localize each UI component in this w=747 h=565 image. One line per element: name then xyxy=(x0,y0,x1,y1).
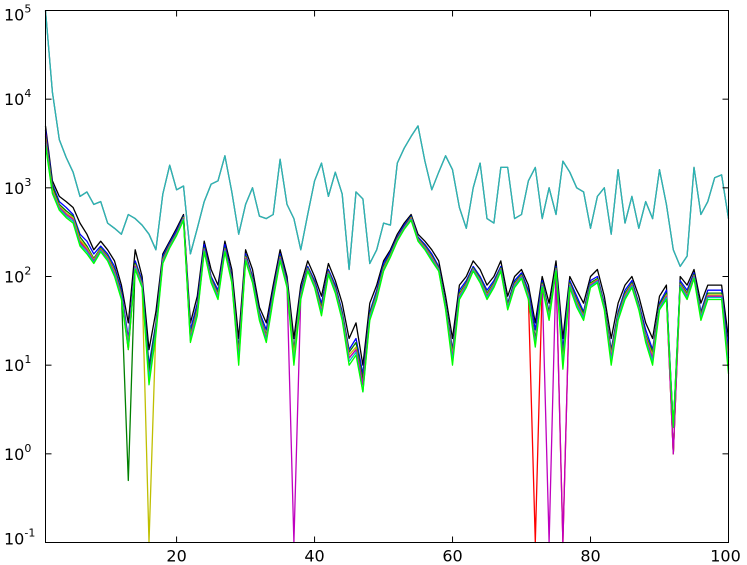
series-line-7 xyxy=(44,142,730,428)
x-tick-label: 20 xyxy=(166,547,186,565)
y-axis: 10-1 100 101 102 103 104 105 xyxy=(4,3,729,549)
series-line-1 xyxy=(44,125,730,455)
y-tick-label: 103 xyxy=(4,176,31,198)
series-line-4 xyxy=(44,136,730,482)
x-tick-label: 100 xyxy=(710,547,741,565)
series-layer xyxy=(44,125,730,544)
highlight-series-layer xyxy=(44,10,730,271)
series-line-8 xyxy=(44,145,730,428)
y-tick-label: 10-1 xyxy=(4,527,35,549)
x-tick-label: 60 xyxy=(442,547,462,565)
x-tick-label: 40 xyxy=(304,547,324,565)
highlight-series-line xyxy=(44,10,730,271)
highlight-series-shadow xyxy=(44,10,730,271)
y-tick-label: 101 xyxy=(4,353,31,375)
x-axis: 20 40 60 80 100 xyxy=(166,10,741,565)
y-tick-label: 105 xyxy=(4,3,31,25)
x-tick-label: 80 xyxy=(580,547,600,565)
series-line-2 xyxy=(44,129,730,428)
y-tick-label: 104 xyxy=(4,87,31,109)
y-tick-label: 102 xyxy=(4,265,31,287)
plot-area-frame xyxy=(45,10,729,543)
y-tick-label: 100 xyxy=(4,442,31,464)
